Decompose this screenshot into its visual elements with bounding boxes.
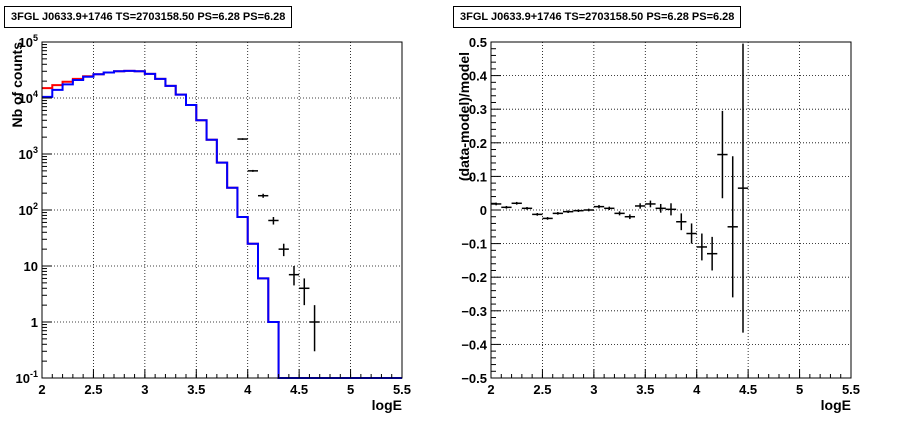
left-x-tick-label: 5.5 (393, 382, 411, 397)
residual-point (614, 211, 625, 216)
right-x-tick-label: 4.5 (739, 382, 757, 397)
left-data-point (237, 138, 248, 140)
residual-point (563, 210, 574, 214)
left-x-tick-label: 2 (38, 382, 45, 397)
left-x-tick-label: 4 (244, 382, 252, 397)
right-y-tick-label: 0 (480, 203, 487, 218)
residual-point (573, 209, 584, 213)
left-x-tick-label: 3.5 (187, 382, 205, 397)
residual-point (552, 212, 563, 215)
right-y-axis-label: (data-model)/model (456, 52, 472, 181)
left-y-tick-label-exp: 5 (33, 33, 38, 43)
left-histogram-series-1 (42, 69, 402, 379)
right-x-tick-label: 2.5 (533, 382, 551, 397)
residual-point (501, 205, 512, 209)
left-data-point (309, 305, 320, 352)
left-data-point (288, 266, 300, 286)
right-data-points (491, 43, 749, 333)
left-series (42, 69, 402, 379)
left-x-axis-label: logE (372, 397, 402, 413)
left-y-tick-label: 102 (19, 201, 38, 218)
left-histogram-series-0 (42, 69, 402, 379)
right-grid (491, 42, 851, 378)
left-y-tick-label: 10-1 (16, 369, 38, 386)
residual-point (511, 201, 522, 205)
right-x-tick-label: 2 (487, 382, 494, 397)
right-y-tick-label: 0.2 (469, 136, 487, 151)
residual-point (737, 43, 749, 333)
left-x-tick-label: 5 (347, 382, 354, 397)
residual-point (532, 213, 543, 216)
right-x-tick-label: 3 (590, 382, 597, 397)
right-x-axis-label: logE (821, 397, 851, 413)
residual-point (686, 223, 697, 244)
left-x-tick-label: 4.5 (290, 382, 308, 397)
residual-point (696, 233, 707, 261)
residual-point (676, 213, 687, 231)
left-y-tick-label-exp: -1 (30, 369, 38, 379)
left-data-point (299, 278, 310, 306)
right-y-tick-label: 0.1 (469, 169, 487, 184)
right-x-tick-label: 4 (693, 382, 701, 397)
left-y-tick-label: 10 (24, 259, 38, 274)
right-y-tick-label: 0.3 (469, 102, 487, 117)
right-y-tick-label: 0.4 (469, 69, 488, 84)
right-y-tick-label: −0.2 (461, 270, 487, 285)
residuals-chart: 2 2.5 3 3.5 4 4.5 5 5.5 −0.5 −0.4 −0.3 −0.2 −0.1 0 0.1… (456, 35, 860, 413)
right-y-tick-label: −0.5 (461, 371, 487, 386)
residuals-chart-panel: 3FGL J0633.9+1746 TS=2703158.50 PS=6.28 … (449, 0, 898, 421)
left-y-tick-label-exp: 2 (33, 201, 38, 211)
residual-point (491, 202, 502, 206)
residual-point (717, 110, 728, 199)
residual-point (583, 208, 594, 212)
left-x-tick-label: 2.5 (84, 382, 102, 397)
left-data-point (278, 243, 289, 257)
left-y-tick-label-exp: 4 (33, 89, 38, 99)
left-y-tick-label: 1 (31, 315, 38, 330)
left-chart-title: 3FGL J0633.9+1746 TS=2703158.50 PS=6.28 … (4, 6, 293, 28)
right-x-tick-label: 5 (796, 382, 803, 397)
residual-point (645, 200, 656, 208)
left-x-tick-label: 3 (141, 382, 148, 397)
right-x-tick-label: 3.5 (636, 382, 654, 397)
right-y-tick-label: −0.3 (461, 304, 487, 319)
residual-point (542, 217, 553, 220)
left-data-point (258, 193, 269, 198)
residual-point (665, 203, 677, 216)
residual-point (707, 236, 718, 271)
right-x-tick-label: 5.5 (842, 382, 860, 397)
left-data-points (237, 138, 320, 352)
counts-chart-panel: 3FGL J0633.9+1746 TS=2703158.50 PS=6.28 … (4, 6, 412, 413)
residual-point (624, 214, 635, 220)
left-y-axis-label: Nb of counts (9, 42, 25, 128)
residual-point (521, 206, 533, 210)
right-ticks: 2 2.5 3 3.5 4 4.5 5 5.5 −0.5 −0.4 −0.3 −0.2 −0.1 0 0.1… (461, 35, 860, 397)
right-y-tick-label: −0.1 (461, 237, 487, 252)
residual-point (727, 156, 738, 298)
residual-point (635, 203, 646, 209)
residual-point (655, 203, 666, 213)
residual-point (593, 204, 605, 209)
left-y-tick-label-exp: 3 (33, 145, 38, 155)
residual-point (604, 206, 615, 210)
left-data-point (247, 169, 258, 172)
right-y-tick-label: −0.4 (461, 337, 487, 352)
left-y-tick-label: 103 (19, 145, 38, 162)
left-grid (42, 42, 402, 378)
right-chart-title: 3FGL J0633.9+1746 TS=2703158.50 PS=6.28 … (453, 6, 742, 28)
left-data-point (268, 216, 279, 225)
right-y-tick-label: 0.5 (469, 35, 487, 50)
